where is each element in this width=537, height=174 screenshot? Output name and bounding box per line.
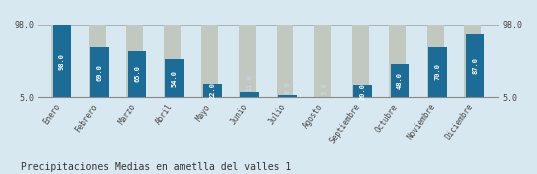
Bar — [89, 25, 106, 97]
Bar — [90, 48, 109, 97]
Text: Precipitaciones Medias en ametlla del valles 1: Precipitaciones Medias en ametlla del va… — [21, 162, 292, 172]
Bar — [164, 25, 181, 97]
Text: 65.0: 65.0 — [134, 65, 140, 82]
Text: 87.0: 87.0 — [472, 57, 478, 74]
Bar — [390, 64, 409, 97]
Text: 54.0: 54.0 — [172, 70, 178, 86]
Bar — [314, 25, 331, 97]
Text: 8.0: 8.0 — [284, 81, 291, 94]
Bar — [389, 25, 406, 97]
Bar — [465, 25, 481, 97]
Bar — [353, 85, 372, 97]
Bar — [427, 25, 444, 97]
Bar — [52, 25, 68, 97]
Bar — [278, 95, 296, 97]
Text: 98.0: 98.0 — [59, 53, 65, 70]
Bar — [165, 59, 184, 97]
Text: 70.0: 70.0 — [434, 63, 440, 80]
Text: 22.0: 22.0 — [209, 82, 215, 99]
Bar — [203, 84, 222, 97]
Bar — [352, 25, 368, 97]
Bar — [128, 51, 147, 97]
Bar — [126, 25, 143, 97]
Bar — [53, 25, 71, 97]
Bar — [239, 25, 256, 97]
Text: 69.0: 69.0 — [97, 64, 103, 81]
Bar — [241, 92, 259, 97]
Text: 20.0: 20.0 — [359, 83, 365, 100]
Text: 11.0: 11.0 — [246, 74, 253, 91]
Bar — [277, 25, 293, 97]
Bar — [201, 25, 219, 97]
Text: 48.0: 48.0 — [397, 72, 403, 89]
Bar — [466, 34, 484, 97]
Text: 5.0: 5.0 — [322, 82, 328, 95]
Bar — [428, 47, 447, 97]
